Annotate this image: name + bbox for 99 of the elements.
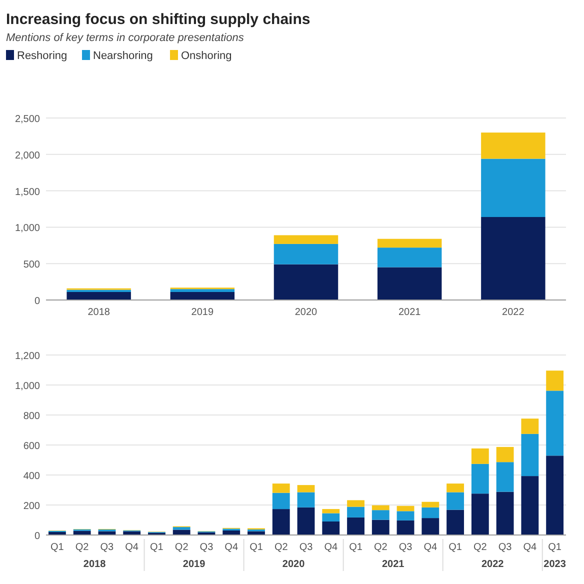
text: 2023 [544, 559, 566, 570]
x-tick-label: Q3 [398, 542, 413, 553]
bar [471, 494, 489, 535]
y-tick-label: 0 [34, 531, 40, 542]
x-tick-label: Q4 [224, 542, 238, 553]
x-tick-label: Q1 [448, 542, 462, 553]
bar [170, 289, 235, 292]
bar [172, 527, 190, 530]
bar [274, 264, 338, 300]
x-tick-label: Q3 [100, 542, 114, 553]
bar [347, 506, 364, 518]
x-tick-label: Q2 [75, 542, 90, 553]
bar [372, 510, 390, 520]
x-tick-label: Q2 [473, 542, 488, 553]
x-tick-label: Q4 [125, 542, 139, 553]
y-tick-label: 500 [23, 260, 40, 271]
chart-subtitle: Mentions of key terms in corporate presentations [6, 32, 244, 44]
bar [297, 507, 315, 535]
x-tick-label: Q4 [523, 542, 538, 553]
x-tick-label: 2019 [191, 307, 214, 318]
y-tick-label: 600 [23, 441, 40, 452]
x-tick-label: 2018 [88, 307, 110, 318]
bar [272, 492, 290, 510]
text: 2019 [182, 559, 206, 570]
chart-title: Increasing focus on shifting supply chains [6, 11, 310, 28]
bar [274, 235, 338, 244]
x-tick-label: Q1 [250, 542, 264, 553]
y-tick-label: 2,000 [14, 150, 40, 162]
x-tick-label: Q1 [548, 542, 562, 553]
bar [372, 505, 390, 510]
y-tick-label: 800 [23, 411, 40, 422]
y-tick-label: 0 [34, 296, 40, 307]
x-tick-label: Q3 [299, 542, 314, 553]
bar [446, 492, 464, 510]
text: 2018 [83, 559, 106, 570]
bar [396, 511, 414, 520]
x-tick-label: 2021 [398, 307, 422, 318]
bar [521, 418, 539, 434]
text: 2020 [282, 559, 306, 570]
bar [66, 292, 131, 300]
x-tick-label: 2022 [502, 307, 525, 318]
bar [471, 464, 489, 494]
bar [546, 390, 564, 456]
bar [347, 500, 364, 507]
bar [377, 267, 442, 300]
y-tick-label: 1,000 [14, 381, 40, 392]
x-tick-label: Q2 [374, 542, 388, 553]
x-tick-label: Q1 [50, 542, 64, 553]
bar [396, 520, 414, 535]
bar [422, 502, 440, 508]
bar [322, 509, 340, 514]
bar [446, 510, 464, 535]
bar [521, 434, 539, 476]
y-tick-label: 200 [23, 501, 40, 512]
bar [297, 492, 315, 508]
bar [297, 485, 315, 492]
bar [347, 517, 364, 535]
legend-label: Onshoring [181, 50, 232, 62]
text: 2022 [481, 559, 504, 570]
text: 2021 [382, 559, 405, 570]
bar [274, 244, 338, 264]
bar [272, 484, 290, 493]
bar [377, 238, 442, 248]
bar [546, 456, 564, 535]
legend-label: Reshoring [17, 50, 68, 62]
x-tick-label: Q2 [274, 542, 288, 553]
y-tick-label: 2,500 [14, 114, 40, 125]
bar [546, 370, 564, 391]
bar [496, 446, 514, 462]
y-tick-label: 1,200 [14, 351, 40, 362]
y-tick-label: 1,500 [14, 186, 40, 198]
x-tick-label: Q1 [349, 542, 363, 553]
x-tick-label: 2020 [294, 307, 318, 318]
legend-label: Nearshoring [93, 50, 153, 62]
x-tick-label: Q1 [150, 542, 164, 553]
bar [496, 492, 514, 535]
x-tick-label: Q2 [174, 542, 189, 553]
bar [496, 462, 514, 492]
bar [422, 507, 440, 518]
bar [471, 448, 489, 464]
bar [422, 518, 440, 535]
bar [322, 522, 340, 535]
x-tick-label: Q3 [498, 542, 512, 553]
bar [170, 292, 235, 300]
y-tick-label: 400 [23, 471, 40, 482]
bar [377, 248, 442, 268]
bar [481, 132, 546, 159]
x-tick-label: Q4 [324, 542, 338, 553]
bar [446, 484, 464, 492]
bar [396, 506, 414, 512]
bar [481, 158, 546, 218]
y-tick-label: 1,000 [14, 223, 40, 234]
bar [481, 217, 546, 300]
bar [272, 509, 290, 535]
x-tick-label: Q4 [424, 542, 438, 553]
x-tick-label: Q3 [200, 542, 214, 553]
bar [322, 513, 340, 522]
bar [521, 476, 539, 535]
bar [372, 520, 390, 535]
